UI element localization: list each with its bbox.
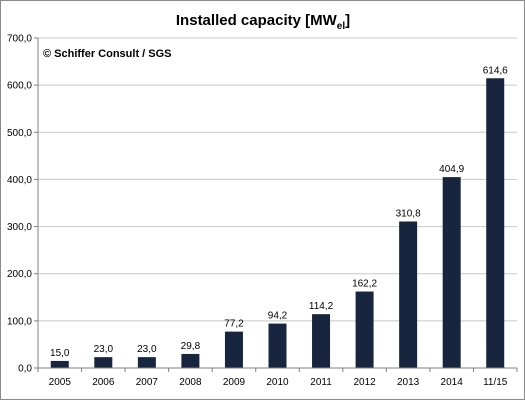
bar-2013 [399,221,418,368]
y-tick-label: 400,0 [7,175,32,186]
data-label: 94,2 [268,311,288,322]
data-label: 114,2 [309,301,334,312]
copyright-annotation: © Schiffer Consult / SGS [43,48,172,60]
bar-2009 [224,331,243,368]
x-tick-label: 2008 [179,377,202,388]
axis-layer: 0,0 100,0 200,0 300,0 400,0 500,0 600,0 700,0 20… [7,34,518,388]
y-tick-label: 600,0 [7,81,32,92]
y-tick-label: 200,0 [7,269,32,280]
bar-2005 [50,360,69,368]
bar-2010 [268,323,287,368]
x-tick-label: 11/15 [483,377,508,388]
bar-2011 [312,314,331,368]
grid-layer [38,37,517,322]
bar-layer [50,78,505,368]
y-tick-label: 100,0 [7,316,32,327]
data-label: 77,2 [224,319,244,330]
chart-title-subscript: el [337,21,346,32]
x-tick-label: 2012 [353,377,376,388]
x-tick-label: 2005 [49,377,72,388]
bar-2012 [355,291,374,368]
y-tick-label: 0,0 [18,364,32,375]
y-tick-label: 500,0 [7,128,32,139]
chart-title: Installed capacity [MWel] [176,12,350,32]
data-label: 404,9 [439,164,464,175]
x-tick-label: 2007 [136,377,159,388]
data-label: 15,0 [50,348,70,359]
bar-11/15 [486,78,505,368]
y-tick-label: 700,0 [7,34,32,45]
x-tick-label: 2013 [397,377,420,388]
data-label: 29,8 [181,341,201,352]
data-label: 23,0 [137,344,157,355]
bar-2006 [94,357,113,368]
x-tick-label: 2010 [266,377,289,388]
bar-2008 [181,353,200,368]
bar-2007 [137,357,156,368]
x-tick-label: 2006 [92,377,115,388]
bar-2014 [442,177,461,368]
chart-title-main: Installed capacity [MW [176,12,338,29]
y-tick-label: 300,0 [7,222,32,233]
data-label: 310,8 [396,208,421,219]
x-tick-label: 2014 [441,377,464,388]
x-tick-label: 2009 [223,377,246,388]
data-label: 162,2 [352,279,377,290]
chart-title-suffix: ] [345,12,350,29]
data-label: 23,0 [94,344,114,355]
label-layer: 15,0 23,0 23,0 29,8 77,2 94,2 114,2 162,2 310,8 4… [50,65,508,359]
x-tick-label: 2011 [310,377,332,388]
data-label: 614,6 [483,65,508,76]
